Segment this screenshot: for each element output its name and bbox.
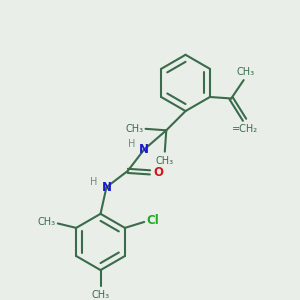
Text: N: N — [101, 181, 112, 194]
Text: N: N — [139, 143, 149, 156]
Text: CH₃: CH₃ — [156, 155, 174, 166]
Text: O: O — [153, 166, 163, 179]
Text: H: H — [128, 139, 135, 149]
Text: CH₃: CH₃ — [38, 217, 56, 227]
Text: CH₃: CH₃ — [125, 124, 143, 134]
Text: Cl: Cl — [146, 214, 159, 227]
Text: CH₃: CH₃ — [92, 290, 110, 300]
Text: =CH₂: =CH₂ — [232, 124, 258, 134]
Text: H: H — [90, 177, 98, 187]
Text: CH₃: CH₃ — [236, 67, 254, 77]
